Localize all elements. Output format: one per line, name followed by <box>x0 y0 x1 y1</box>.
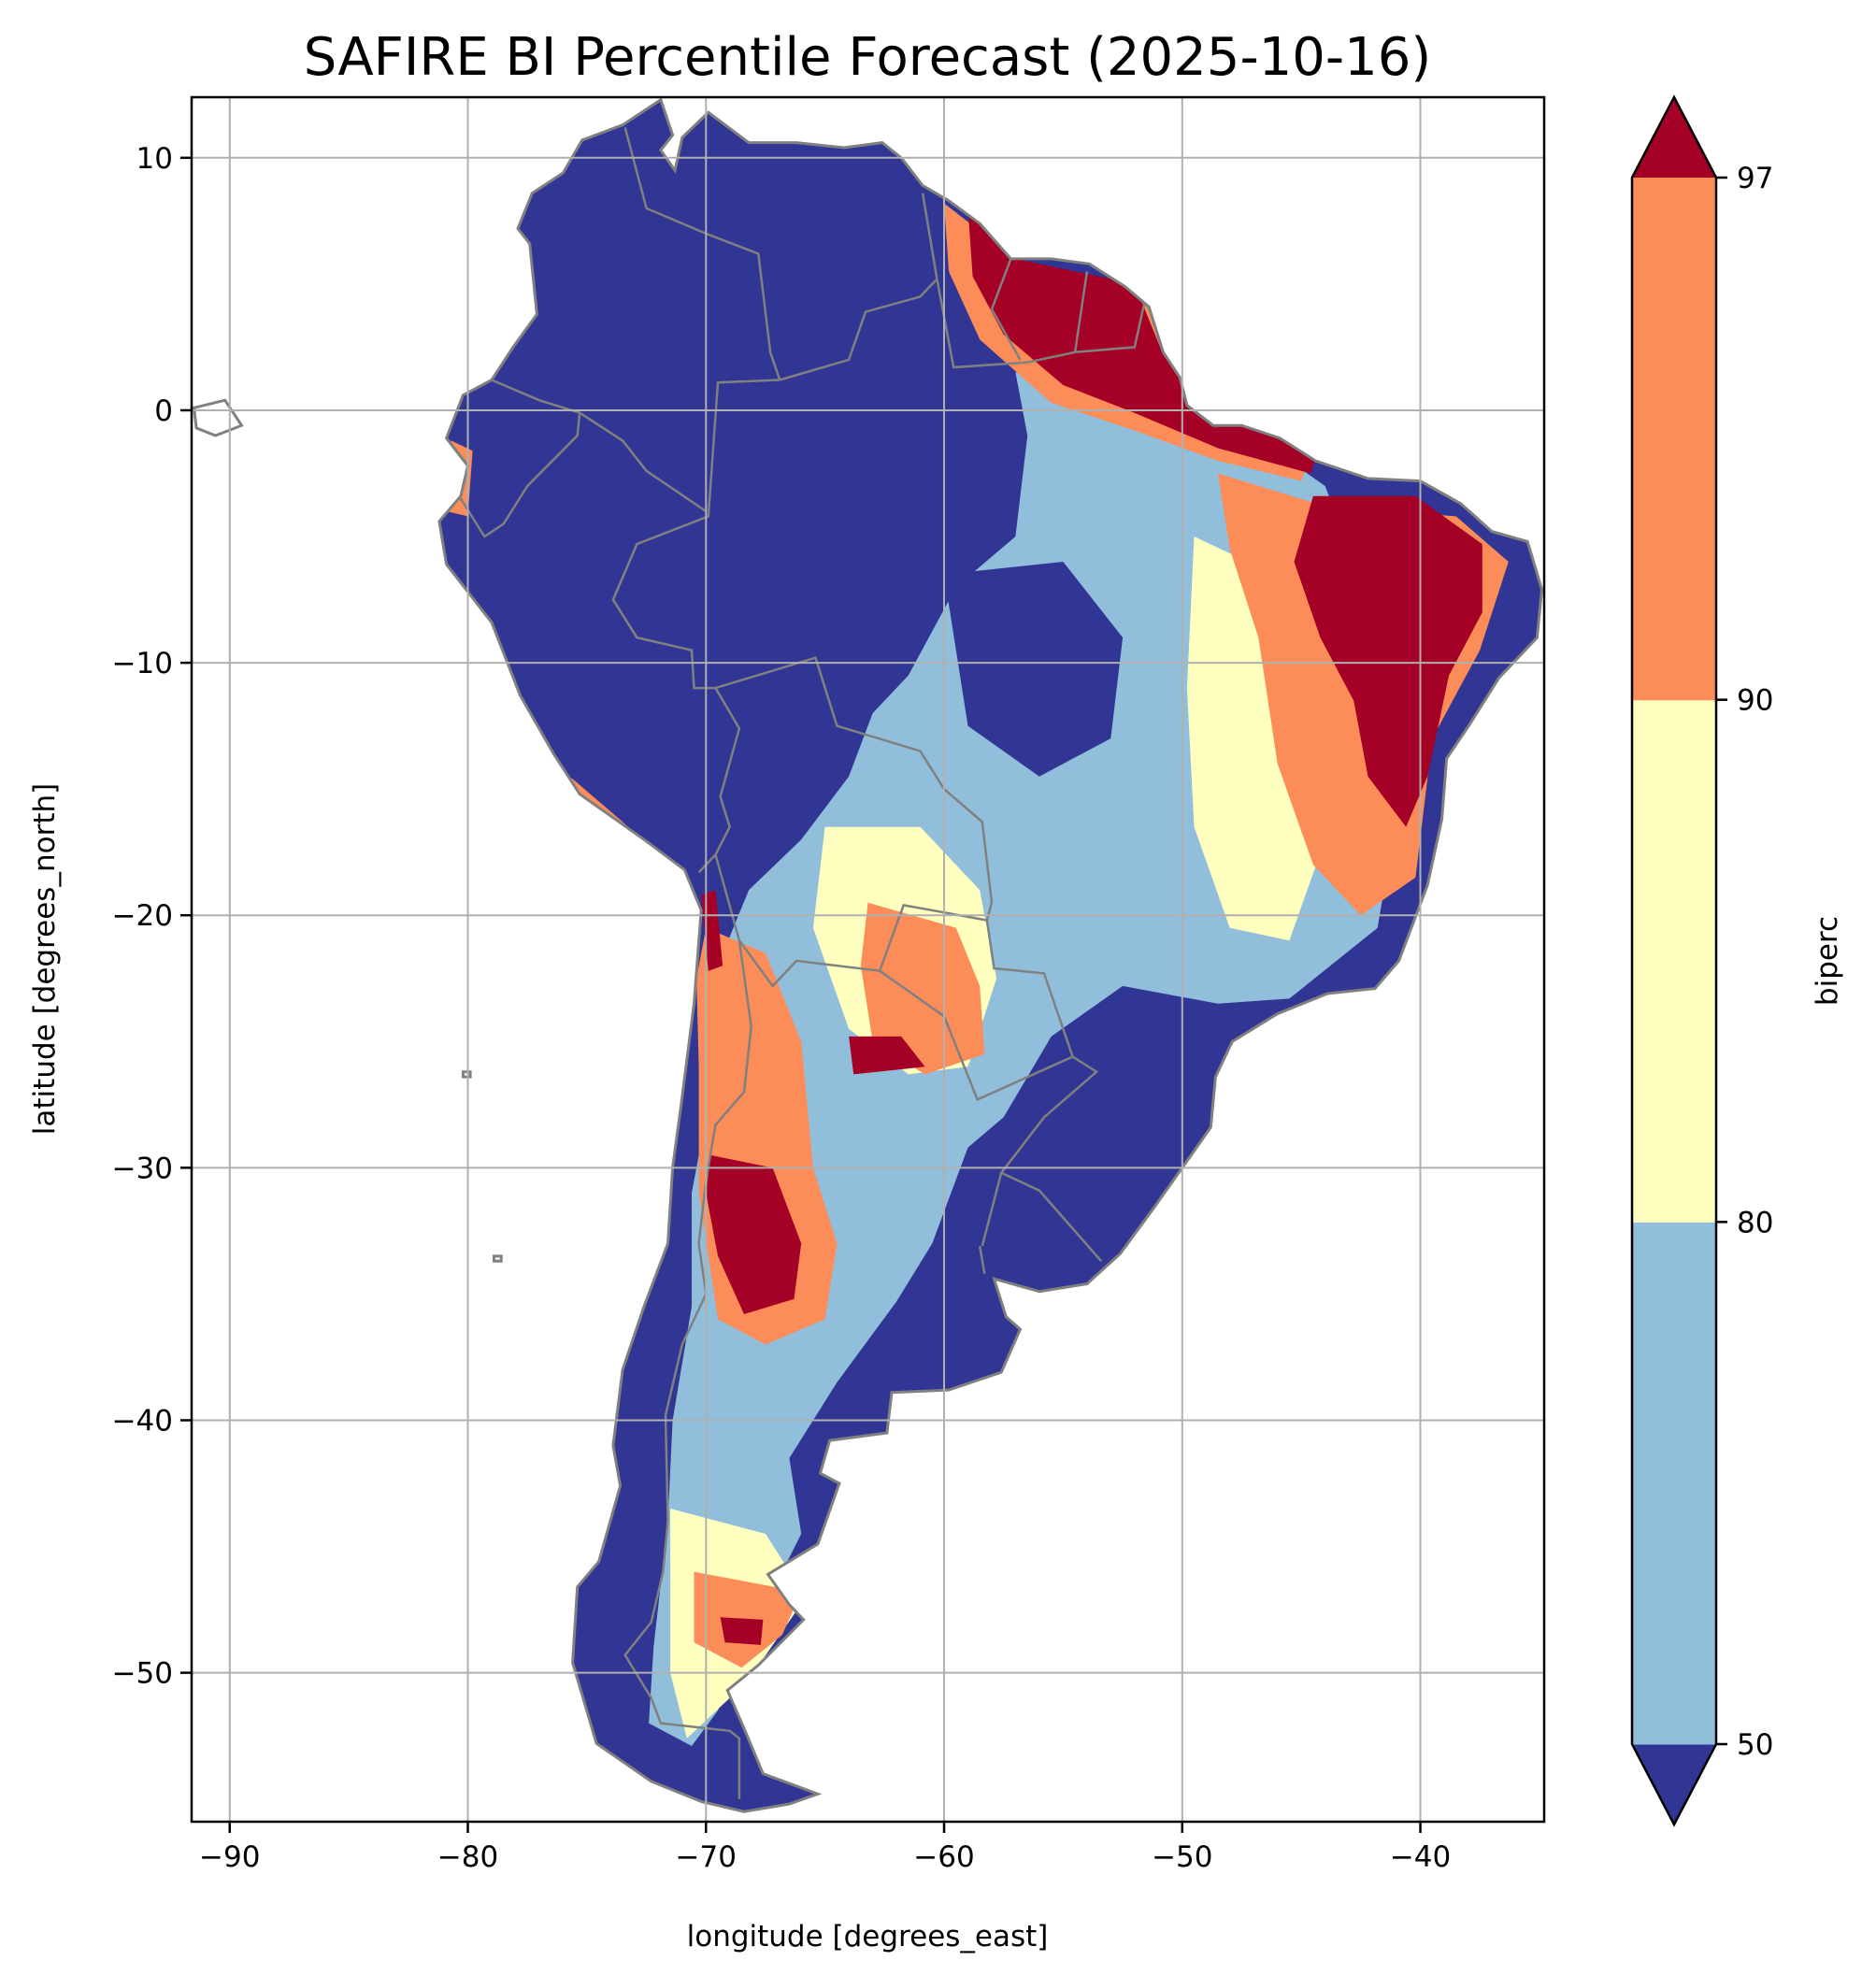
border-6 <box>459 379 581 538</box>
y-tick-label: −50 <box>112 1657 173 1691</box>
x-tick-label: −80 <box>437 1840 498 1874</box>
x-tick-label: −60 <box>913 1840 974 1874</box>
border-2 <box>779 193 938 381</box>
border-3 <box>936 279 1146 369</box>
y-tick-label: −10 <box>112 647 173 680</box>
x-tick-label: −50 <box>1152 1840 1212 1874</box>
y-ticks: 10 0 −10 −20 −30 −40 −50 <box>112 142 192 1691</box>
x-ticks: −90 −80 −70 −60 −50 −40 <box>199 1822 1451 1874</box>
land-layer <box>192 97 1544 1813</box>
colorbar-segment <box>1632 178 1716 701</box>
y-tick-label: 10 <box>136 142 173 176</box>
island-2 <box>461 1070 472 1079</box>
colorbar-segment <box>1632 699 1716 1223</box>
border-14 <box>978 1245 986 1275</box>
colorbar-segments <box>1632 97 1716 1825</box>
y-tick-label: 0 <box>154 394 173 428</box>
patagonia-red <box>720 1617 764 1645</box>
y-tick-label: −40 <box>112 1404 173 1438</box>
border-1 <box>623 127 781 380</box>
colorbar-under-triangle <box>1632 1744 1716 1825</box>
colorbar-over-triangle <box>1632 97 1716 178</box>
island-3 <box>493 1254 503 1263</box>
border-9 <box>714 656 994 988</box>
border-7 <box>611 379 780 874</box>
chaco-red <box>849 1036 925 1075</box>
percentile-zones <box>446 203 1509 1812</box>
colorbar-tick-label: 97 <box>1737 162 1773 195</box>
mato-grosso-blue-patch <box>944 562 1124 777</box>
x-tick-label: −40 <box>1390 1840 1451 1874</box>
y-axis-label: latitude [degrees_north] <box>28 783 62 1135</box>
x-axis-label: longitude [degrees_east] <box>687 1920 1049 1954</box>
guianas-red <box>967 208 1321 474</box>
border-8 <box>579 411 708 513</box>
gridlines <box>192 97 1544 1822</box>
colorbar-tick-label: 90 <box>1737 684 1773 718</box>
colorbar-segment <box>1632 1222 1716 1745</box>
border-5 <box>1073 271 1089 352</box>
colorbar-tick-label: 50 <box>1737 1728 1773 1762</box>
map-axes: −90 −80 −70 −60 −50 −40 10 0 −10 −20 −30 −40 −50 lo… <box>28 95 1546 1954</box>
colorbar-label: biperc <box>1811 916 1844 1006</box>
border-12 <box>981 1172 1003 1247</box>
northeast-red <box>1294 495 1482 827</box>
border-11 <box>999 1055 1103 1263</box>
x-tick-label: −70 <box>676 1840 737 1874</box>
x-tick-label: −90 <box>199 1840 260 1874</box>
axes-frame <box>190 95 1546 1824</box>
colorbar-ticks: 50 80 90 97 <box>1716 162 1773 1762</box>
y-tick-label: −30 <box>112 1152 173 1185</box>
colorbar-tick-label: 80 <box>1737 1206 1773 1239</box>
map-title: SAFIRE BI Percentile Forecast (2025-10-1… <box>304 27 1431 88</box>
y-tick-label: −20 <box>112 899 173 933</box>
country-borders <box>459 127 1146 1799</box>
border-13 <box>623 940 752 1799</box>
coastline <box>437 97 1544 1813</box>
border-4 <box>990 258 1022 361</box>
andes-argentina-red <box>706 1154 802 1314</box>
colorbar: 50 80 90 97 biperc <box>1630 94 1844 1827</box>
chaco-orange <box>860 902 985 1075</box>
